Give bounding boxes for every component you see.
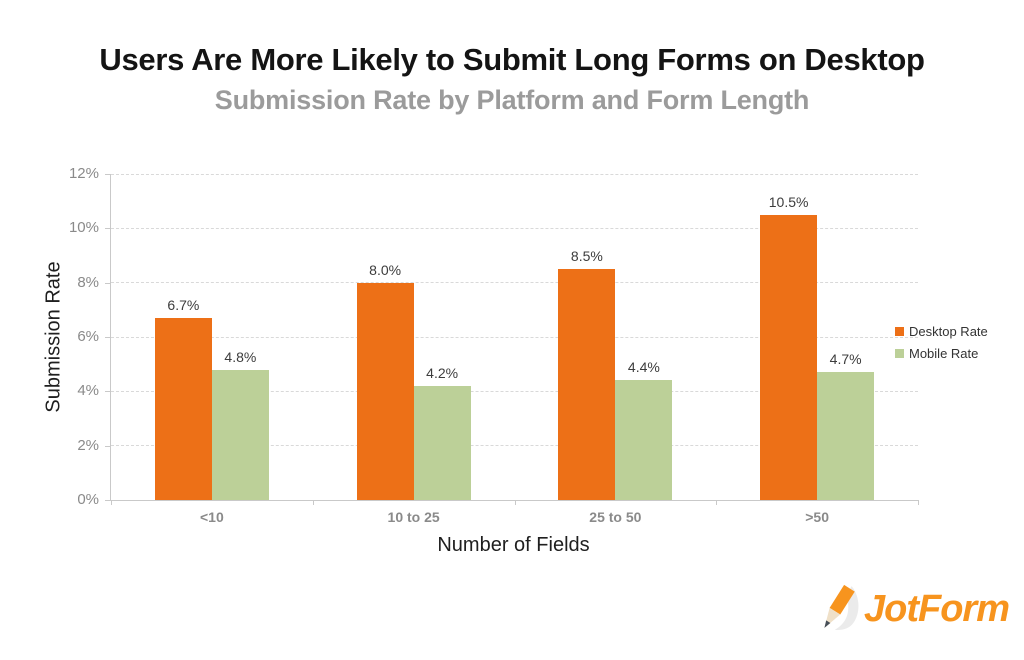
gridline — [111, 173, 918, 175]
gridline — [111, 390, 918, 392]
gridline — [111, 282, 918, 284]
desktop-rate-bar — [356, 282, 414, 500]
legend-item: Desktop Rate — [895, 320, 988, 342]
x-axis-tick-mark — [918, 500, 919, 505]
y-axis-tick-label: 10% — [68, 219, 99, 237]
gridline — [111, 227, 918, 229]
x-axis-tick-mark — [514, 500, 516, 505]
x-axis-title: Number of Fields — [437, 534, 590, 556]
plot-area: 0% 2% 4% 6% 8% 10% 12% 6.7% 4.8% <10 8.0% 4.2% 10 to… — [69, 165, 919, 525]
chart-subtitle: Submission Rate by Platform and Form Len… — [214, 85, 810, 115]
x-axis-category-label: <10 — [200, 509, 224, 525]
bar-value-label: 4.8% — [224, 348, 257, 365]
mobile-rate-bar — [413, 385, 471, 500]
y-axis-tick-label: 8% — [77, 273, 99, 291]
legend-swatch — [895, 326, 904, 336]
gridline — [111, 336, 918, 338]
jotform-logo-text: JotForm — [864, 588, 1010, 630]
y-axis-tick-mark — [105, 337, 111, 338]
y-axis-tick-label: 12% — [68, 165, 99, 182]
bar-value-label: 4.2% — [426, 364, 459, 381]
y-axis-tick-label: 0% — [77, 491, 99, 508]
y-axis-tick-label: 6% — [77, 328, 99, 345]
bar-value-label: 4.4% — [627, 359, 660, 376]
desktop-rate-bar — [760, 214, 818, 500]
mobile-rate-bar — [817, 372, 875, 500]
legend: Desktop Rate Mobile Rate — [895, 320, 988, 364]
bar-value-label: 6.7% — [167, 296, 200, 313]
x-axis-tick-mark — [312, 500, 314, 505]
chart-title: Users Are More Likely to Submit Long For… — [99, 42, 925, 77]
mobile-rate-bar — [615, 380, 673, 500]
legend-swatch — [895, 348, 904, 358]
y-axis-tick-mark — [105, 445, 111, 447]
x-axis-category-label: >50 — [805, 509, 829, 525]
legend-label: Desktop Rate — [909, 323, 988, 339]
bar-value-label: 4.7% — [829, 351, 862, 368]
jotform-logo: JotForm — [818, 582, 1010, 632]
y-axis-tick-mark — [105, 282, 111, 284]
bar-value-label: 10.5% — [768, 193, 809, 210]
bar-value-label: 8.0% — [369, 261, 402, 278]
desktop-rate-bar — [558, 269, 616, 500]
desktop-rate-bar — [154, 317, 212, 500]
y-axis-tick-mark — [105, 228, 111, 230]
x-axis-category-label: 10 to 25 — [387, 509, 440, 525]
legend-label: Mobile Rate — [909, 345, 979, 361]
mobile-rate-bar — [211, 369, 269, 500]
y-axis-tick-mark — [105, 500, 111, 501]
y-axis-tick-mark — [105, 391, 111, 393]
bar-value-label: 8.5% — [570, 248, 603, 265]
y-axis-tick-label: 4% — [77, 382, 99, 400]
y-axis-tick-label: 2% — [77, 436, 99, 454]
jotform-pencil-icon — [824, 584, 859, 631]
x-axis-category-label: 25 to 50 — [589, 509, 642, 525]
x-axis-tick-mark — [111, 500, 112, 505]
gridline — [111, 445, 918, 447]
x-axis-tick-mark — [716, 500, 718, 505]
y-axis-tick-mark — [105, 174, 111, 175]
legend-item: Mobile Rate — [895, 342, 988, 364]
